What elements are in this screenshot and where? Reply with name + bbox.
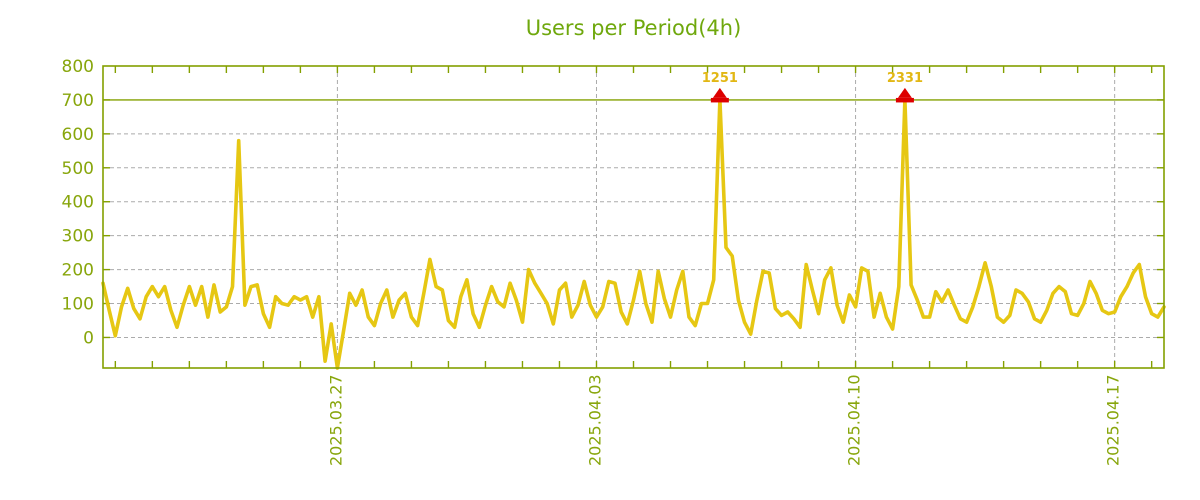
y-axis-tick-label: 500 (62, 159, 94, 179)
y-axis-tick-label: 300 (62, 227, 94, 247)
x-axis-date-label: 2025.04.10 (845, 374, 864, 466)
y-axis-tick-label: 0 (83, 328, 94, 348)
y-axis-tick-label: 800 (62, 57, 94, 77)
y-axis-tick-label: 600 (62, 125, 94, 145)
clipped-peak-marker-base (895, 97, 914, 103)
peak-value-label: 2331 (887, 71, 923, 86)
y-axis-tick-label: 200 (62, 261, 94, 281)
x-axis-date-label: 2025.04.03 (585, 374, 604, 466)
x-axis-date-label: 2025.04.17 (1104, 374, 1123, 466)
clipped-peak-marker-base (710, 97, 729, 103)
plot-border (102, 65, 1165, 369)
clipped-peak-marker-triangle (897, 87, 912, 98)
y-axis-tick-label: 100 (62, 295, 94, 315)
x-axis-date-label: 2025.03.27 (326, 374, 345, 466)
chart-title: Users per Period(4h) (525, 16, 742, 40)
y-axis-tick-label: 700 (62, 91, 94, 111)
y-axis-tick-label: 400 (62, 193, 94, 213)
users-series-line (101, 98, 1166, 370)
peak-value-label: 1251 (702, 71, 738, 86)
clipped-peak-marker-triangle (712, 87, 727, 98)
